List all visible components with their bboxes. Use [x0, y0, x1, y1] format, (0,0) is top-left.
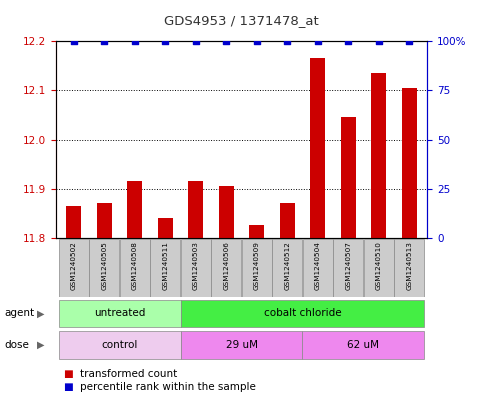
Text: untreated: untreated	[94, 309, 145, 318]
Point	[131, 38, 139, 44]
Bar	[188, 181, 203, 238]
Text: GSM1240508: GSM1240508	[132, 241, 138, 290]
Bar	[66, 206, 82, 238]
FancyBboxPatch shape	[150, 239, 180, 297]
Text: GSM1240511: GSM1240511	[162, 241, 168, 290]
Point	[70, 38, 78, 44]
Bar	[97, 204, 112, 238]
Bar	[310, 59, 326, 238]
Text: ■: ■	[63, 382, 72, 392]
Text: GDS4953 / 1371478_at: GDS4953 / 1371478_at	[164, 14, 319, 27]
FancyBboxPatch shape	[89, 239, 119, 297]
FancyBboxPatch shape	[242, 239, 272, 297]
FancyBboxPatch shape	[394, 239, 424, 297]
Bar	[219, 186, 234, 238]
Text: GSM1240507: GSM1240507	[345, 241, 351, 290]
Point	[192, 38, 199, 44]
Point	[100, 38, 108, 44]
FancyBboxPatch shape	[58, 299, 181, 327]
Point	[375, 38, 383, 44]
Text: ▶: ▶	[37, 309, 45, 318]
Text: GSM1240504: GSM1240504	[315, 241, 321, 290]
Text: transformed count: transformed count	[80, 369, 177, 379]
FancyBboxPatch shape	[302, 331, 425, 359]
Bar	[157, 218, 173, 238]
Point	[344, 38, 352, 44]
Bar	[127, 181, 142, 238]
FancyBboxPatch shape	[364, 239, 394, 297]
Text: 29 uM: 29 uM	[226, 340, 257, 350]
FancyBboxPatch shape	[120, 239, 150, 297]
Text: control: control	[101, 340, 138, 350]
Bar	[371, 73, 386, 238]
Text: GSM1240505: GSM1240505	[101, 241, 107, 290]
Point	[284, 38, 291, 44]
Text: cobalt chloride: cobalt chloride	[264, 309, 341, 318]
Text: 62 uM: 62 uM	[347, 340, 380, 350]
FancyBboxPatch shape	[211, 239, 242, 297]
FancyBboxPatch shape	[303, 239, 333, 297]
Bar	[249, 226, 264, 238]
FancyBboxPatch shape	[181, 239, 211, 297]
FancyBboxPatch shape	[333, 239, 363, 297]
Bar	[341, 118, 356, 238]
FancyBboxPatch shape	[181, 299, 425, 327]
FancyBboxPatch shape	[58, 331, 181, 359]
Text: agent: agent	[5, 309, 35, 318]
Point	[253, 38, 261, 44]
Point	[222, 38, 230, 44]
FancyBboxPatch shape	[59, 239, 89, 297]
Bar	[280, 204, 295, 238]
Text: GSM1240513: GSM1240513	[406, 241, 412, 290]
FancyBboxPatch shape	[181, 331, 302, 359]
FancyBboxPatch shape	[272, 239, 302, 297]
Text: GSM1240502: GSM1240502	[71, 241, 77, 290]
Text: GSM1240503: GSM1240503	[193, 241, 199, 290]
Point	[314, 38, 322, 44]
Bar	[401, 88, 417, 238]
Text: percentile rank within the sample: percentile rank within the sample	[80, 382, 256, 392]
Text: GSM1240512: GSM1240512	[284, 241, 290, 290]
Text: dose: dose	[5, 340, 30, 350]
Point	[161, 38, 169, 44]
Text: ■: ■	[63, 369, 72, 379]
Point	[405, 38, 413, 44]
Text: ▶: ▶	[37, 340, 45, 350]
Text: GSM1240506: GSM1240506	[223, 241, 229, 290]
Text: GSM1240509: GSM1240509	[254, 241, 260, 290]
Text: GSM1240510: GSM1240510	[376, 241, 382, 290]
